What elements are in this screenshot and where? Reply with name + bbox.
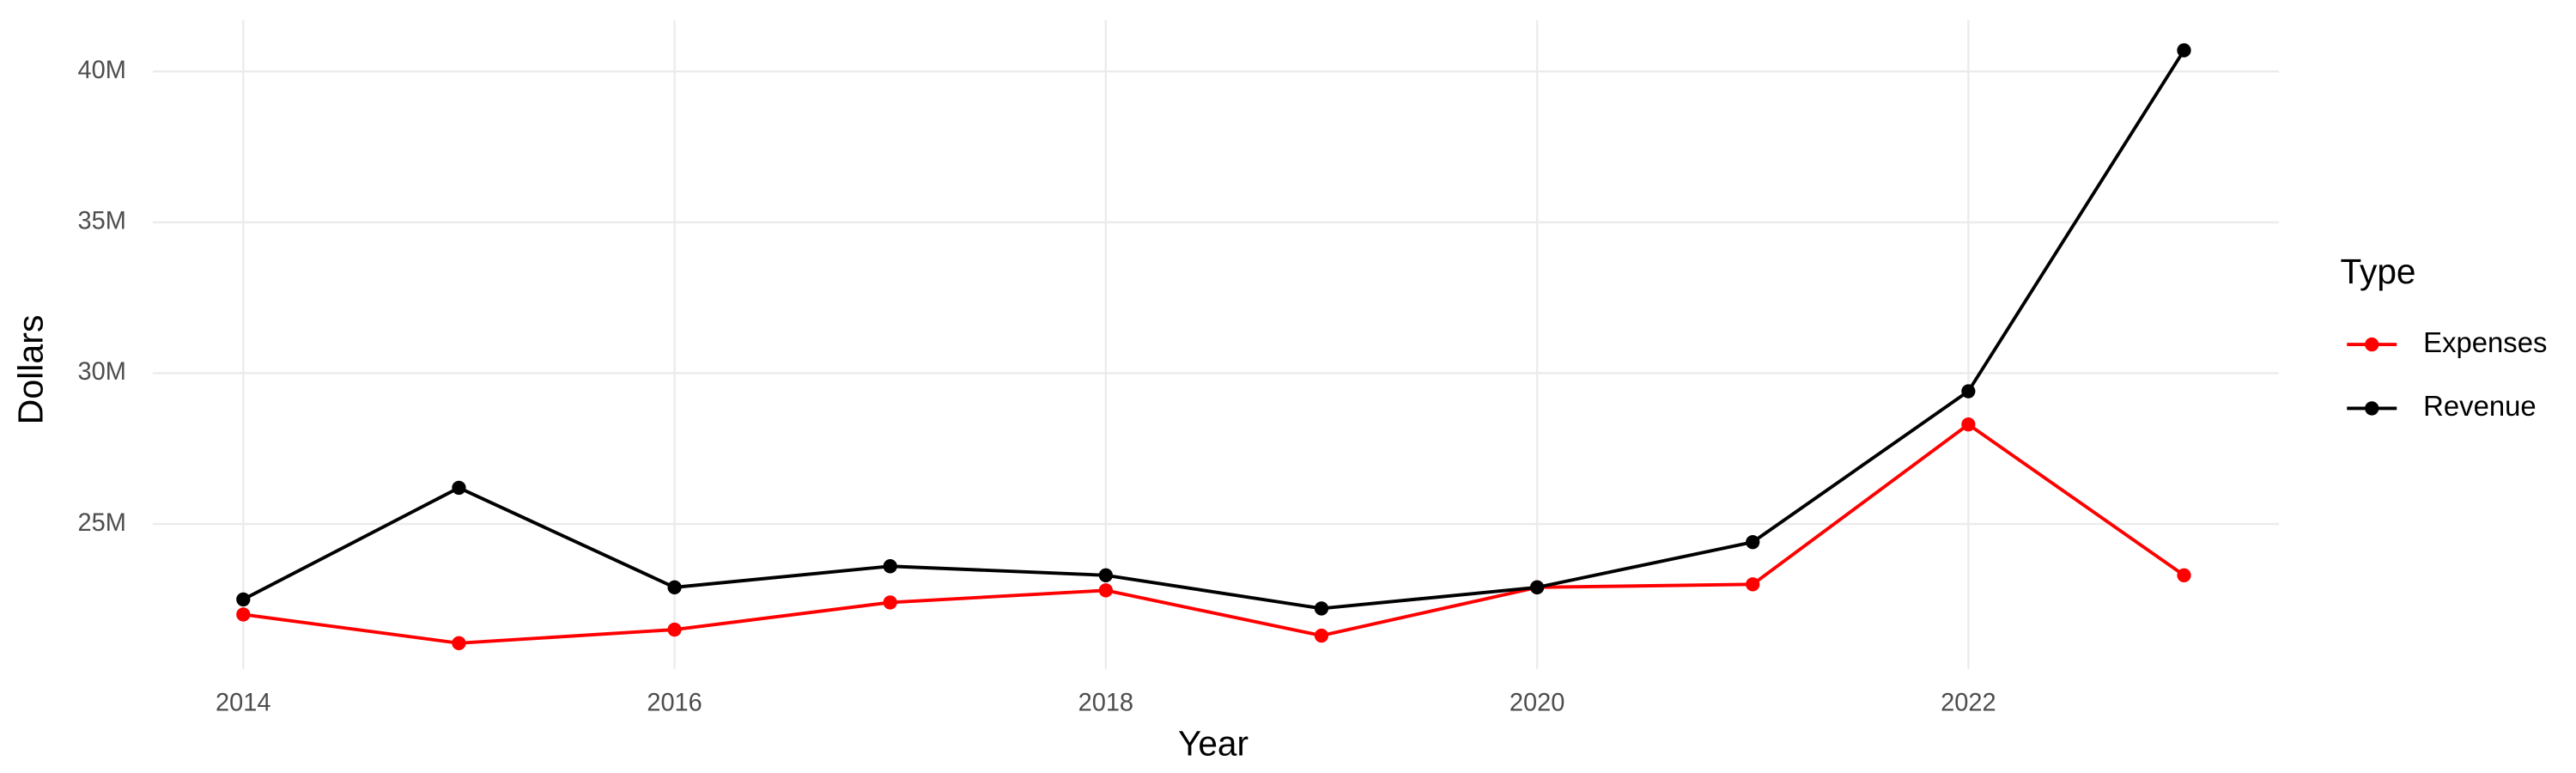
data-point (1314, 601, 1329, 616)
legend-marker (2365, 401, 2379, 416)
legend-marker (2365, 337, 2379, 352)
data-point (236, 592, 251, 607)
x-tick-label: 2014 (216, 689, 270, 716)
data-point (1529, 580, 1545, 595)
data-point (1098, 568, 1113, 583)
data-point (452, 636, 466, 651)
x-tick-label: 2018 (1078, 689, 1133, 716)
data-point (1961, 384, 1976, 399)
data-point (1746, 577, 1760, 592)
legend-label: Revenue (2423, 391, 2536, 423)
legend-title: Type (2341, 252, 2416, 291)
x-tick-label: 2022 (1941, 689, 1996, 716)
y-tick-label: 35M (78, 207, 126, 234)
y-axis-label: Dollars (11, 315, 51, 425)
data-point (667, 622, 682, 637)
data-point (1746, 534, 1760, 550)
series-line (242, 49, 2186, 611)
data-point (1098, 583, 1113, 598)
y-tick-label: 30M (78, 358, 126, 386)
data-point (452, 480, 466, 496)
data-point (667, 580, 682, 595)
data-point (2177, 568, 2191, 583)
data-point (1314, 628, 1329, 643)
y-tick-label: 40M (78, 57, 126, 84)
data-point (236, 607, 251, 622)
x-tick-label: 2016 (647, 689, 702, 716)
data-point (2177, 43, 2191, 58)
series-line (243, 422, 2185, 645)
data-point (1961, 417, 1976, 432)
data-point (883, 559, 897, 574)
x-tick-label: 2020 (1510, 689, 1564, 716)
x-axis-label: Year (1178, 723, 1249, 763)
legend-label: Expenses (2423, 327, 2547, 359)
y-tick-label: 25M (78, 509, 126, 537)
data-point (883, 595, 897, 610)
